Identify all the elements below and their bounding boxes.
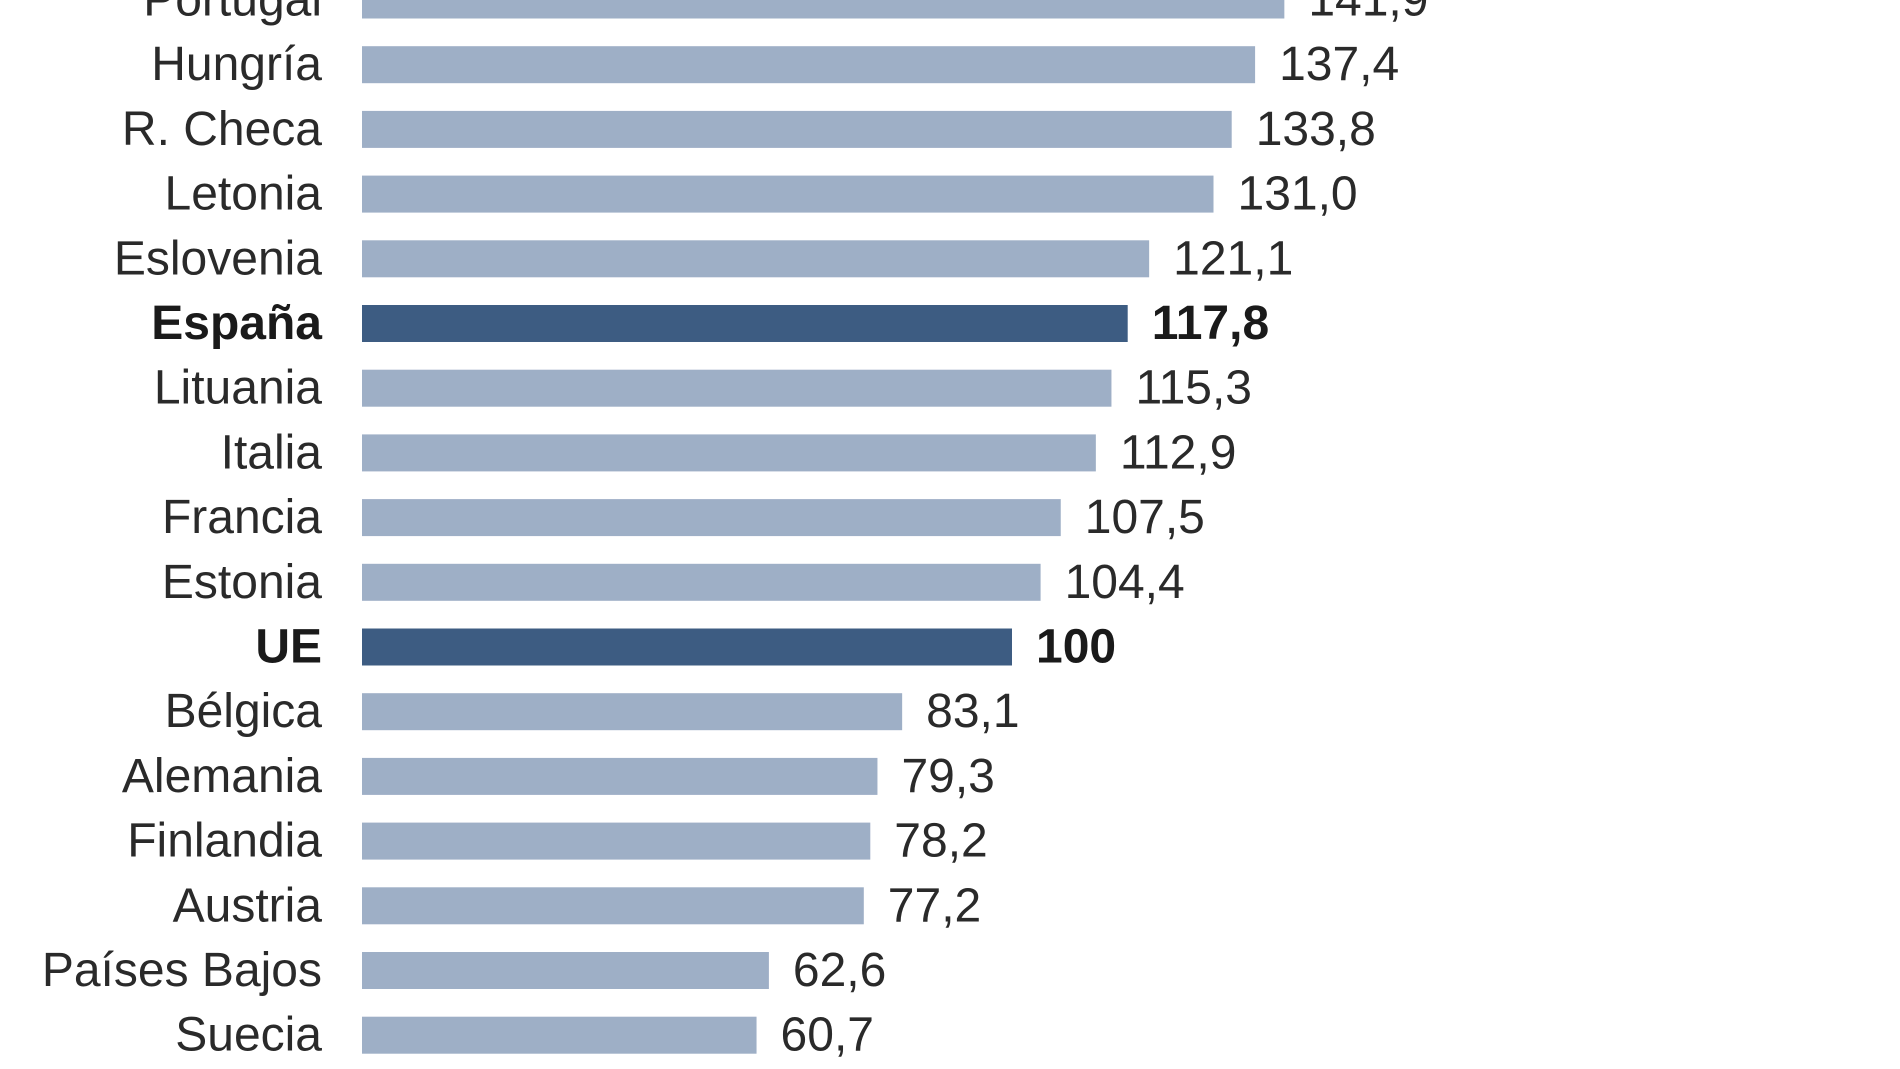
value-label-belgica: 83,1 <box>926 685 1019 738</box>
value-label-italia: 112,9 <box>1120 426 1237 479</box>
bar-francia <box>362 499 1061 537</box>
bar-row-hungria: Hungría 137,4 <box>151 38 1399 91</box>
bar-espana <box>362 305 1128 342</box>
bar-italia <box>362 434 1096 472</box>
category-label-lituania: Lituania <box>154 362 322 415</box>
bar-eslovenia <box>362 240 1150 278</box>
category-label-suecia: Suecia <box>175 1009 322 1062</box>
bar-austria <box>362 887 864 925</box>
bar-row-italia: Italia 112,9 <box>221 426 1237 479</box>
bar-row-alemania: Alemania 79,3 <box>122 750 995 803</box>
bar-row-austria: Austria 77,2 <box>173 879 982 932</box>
category-label-alemania: Alemania <box>122 750 322 803</box>
bar-row-espana: España 117,8 <box>151 297 1269 350</box>
bar-row-ue: UE 100 <box>255 621 1116 674</box>
value-label-espana: 117,8 <box>1152 297 1269 350</box>
bar-r-checa <box>362 110 1232 148</box>
value-label-paises-bajos: 62,6 <box>793 944 886 997</box>
category-label-espana: España <box>151 297 322 350</box>
value-label-ue: 100 <box>1036 621 1116 674</box>
category-label-portugal: Portugal <box>143 0 322 27</box>
value-label-hungria: 137,4 <box>1279 38 1399 91</box>
bar-row-lituania: Lituania 115,3 <box>154 362 1252 415</box>
category-label-paises-bajos: Países Bajos <box>42 944 322 997</box>
value-label-estonia: 104,4 <box>1065 556 1185 609</box>
category-label-estonia: Estonia <box>162 556 322 609</box>
bar-alemania <box>362 757 878 795</box>
bar-paises-bajos <box>362 952 769 989</box>
category-label-belgica: Bélgica <box>165 685 323 738</box>
bar-estonia <box>362 563 1041 601</box>
bar-row-finlandia: Finlandia 78,2 <box>127 815 988 868</box>
value-label-suecia: 60,7 <box>781 1009 874 1062</box>
bar-belgica <box>362 693 903 731</box>
bar-finlandia <box>362 822 871 860</box>
category-label-francia: Francia <box>162 491 322 544</box>
value-label-alemania: 79,3 <box>901 750 994 803</box>
category-label-italia: Italia <box>221 426 323 479</box>
bar-hungria <box>362 46 1256 84</box>
bar-ue <box>362 628 1012 666</box>
category-label-austria: Austria <box>173 879 323 932</box>
category-label-letonia: Letonia <box>165 168 323 221</box>
bar-row-r-checa: R. Checa 133,8 <box>122 103 1376 156</box>
bar-row-estonia: Estonia 104,4 <box>162 556 1185 609</box>
bar-row-suecia: Suecia 60,7 <box>175 1009 874 1062</box>
value-label-r-checa: 133,8 <box>1256 103 1376 156</box>
bar-row-francia: Francia 107,5 <box>162 491 1205 544</box>
value-label-francia: 107,5 <box>1085 491 1205 544</box>
bar-row-eslovenia: Eslovenia 121,1 <box>114 232 1293 285</box>
bar-suecia <box>362 1016 757 1054</box>
value-label-austria: 77,2 <box>888 879 981 932</box>
bar-lituania <box>362 369 1112 407</box>
bar-letonia <box>362 175 1214 213</box>
category-label-finlandia: Finlandia <box>127 815 322 868</box>
bar-row-paises-bajos: Países Bajos 62,6 <box>42 944 886 997</box>
category-label-ue: UE <box>255 621 322 674</box>
bar-row-letonia: Letonia 131,0 <box>165 168 1358 221</box>
value-label-letonia: 131,0 <box>1238 168 1358 221</box>
bar-portugal <box>362 0 1285 19</box>
value-label-lituania: 115,3 <box>1135 362 1252 415</box>
value-label-portugal: 141,9 <box>1308 0 1428 27</box>
category-label-hungria: Hungría <box>151 38 322 91</box>
bar-row-portugal: Portugal 141,9 <box>143 0 1428 27</box>
category-label-r-checa: R. Checa <box>122 103 322 156</box>
value-label-finlandia: 78,2 <box>894 815 987 868</box>
value-label-eslovenia: 121,1 <box>1173 232 1293 285</box>
bar-row-belgica: Bélgica 83,1 <box>165 685 1020 738</box>
category-label-eslovenia: Eslovenia <box>114 232 322 285</box>
